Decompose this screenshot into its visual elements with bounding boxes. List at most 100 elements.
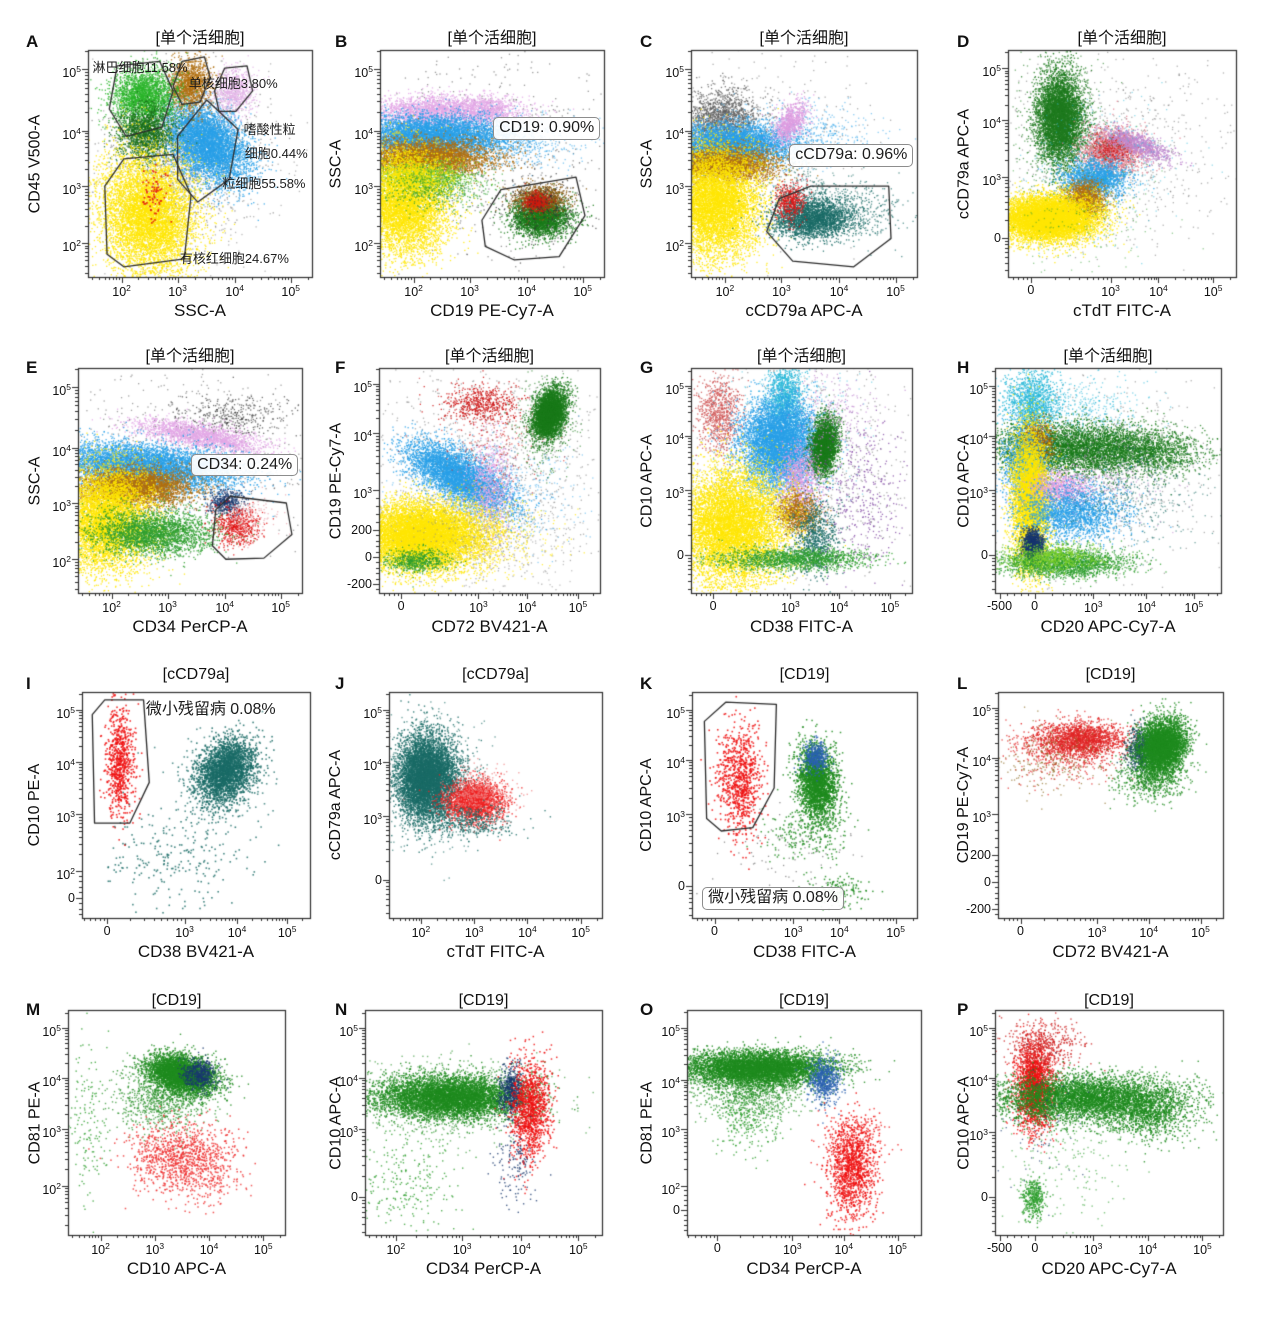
panel-D-letter: D	[957, 32, 970, 51]
panel-A-y-tick-label: 104	[62, 125, 81, 142]
panel-A-y-tick-label: 102	[62, 237, 81, 255]
panel-A-x-tick-label: 103	[168, 283, 187, 300]
panel-P-y-tick-label: 105	[969, 1023, 988, 1040]
panel-A-scatter-canvas	[0, 0, 317, 330]
panel-H-y-tick-label: 105	[969, 381, 988, 398]
panel-L-x-tick-label: 103	[1087, 924, 1107, 941]
panel-C-x-tick-label: 104	[829, 283, 849, 300]
panel-G-x-axis-label: CD38 FITC-A	[750, 617, 853, 636]
panel-I-y-tick-label: 103	[56, 809, 75, 826]
panel-C-x-tick-label: 105	[886, 283, 905, 300]
panel-G-scatter-canvas	[634, 330, 951, 660]
panel-M-x-axis-label: CD10 APC-A	[126, 1259, 227, 1278]
panel-C-x-tick-label: 103	[772, 283, 791, 300]
panel-G: G [单个活细胞] CD10 APC-A CD38 FITC-A 0 103 104 105 1…	[634, 330, 951, 660]
panel-I: I [cCD79a] CD10 PE-A CD38 BV421-A 0 103 104 105…	[0, 660, 317, 990]
panel-K-y-tick-label: 0	[678, 879, 685, 894]
panel-G-y-tick-label: 104	[665, 430, 684, 447]
panel-I-y-tick-label: 0	[68, 890, 75, 905]
panel-F-y-tick-label: 104	[353, 428, 372, 445]
panel-E-y-tick-label: 103	[52, 498, 71, 515]
panel-O-x-tick-label: 105	[888, 1241, 907, 1258]
panel-I-y-tick-label: 104	[56, 757, 75, 774]
panel-F-y-tick-label: 200	[351, 523, 372, 537]
panel-E-letter: E	[26, 358, 38, 377]
panel-N-y-tick-label: 0	[351, 1189, 358, 1204]
panel-I-x-tick-label: 0	[103, 924, 111, 938]
panel-F: F [单个活细胞] CD19 PE-Cy7-A CD72 BV421-A 0 103 104…	[317, 330, 634, 660]
panel-A-letter: A	[26, 32, 39, 51]
panel-K-scatter-canvas	[634, 660, 951, 990]
panel-L-x-tick-label: 105	[1191, 924, 1210, 941]
panel-J-y-tick-label: 0	[375, 872, 382, 887]
panel-D-scatter-canvas	[951, 0, 1268, 330]
panel-H-x-axis-label: CD20 APC-Cy7-A	[1040, 617, 1176, 636]
panel-H-x-tick-label: 0	[1031, 599, 1039, 613]
panel-J-letter: J	[335, 674, 345, 693]
panel-F-y-tick-label: 103	[353, 484, 372, 501]
panel-L-x-tick-label: 0	[1017, 924, 1024, 938]
panel-K-x-tick-label: 105	[886, 924, 905, 941]
panel-I-y-axis-label: CD10 PE-A	[26, 763, 43, 847]
gate-percentage-label: 微小残留病 0.08%	[702, 887, 844, 911]
panel-J-x-tick-label: 102	[411, 924, 431, 941]
panel-H-x-tick-label: -500	[987, 599, 1013, 613]
panel-M-x-tick-label: 103	[145, 1241, 165, 1258]
panel-M-x-tick-label: 102	[91, 1241, 110, 1258]
population-label: 淋巴细胞11.58%	[92, 60, 188, 76]
panel-O-x-tick-label: 0	[713, 1241, 721, 1255]
panel-M-y-tick-label: 105	[42, 1023, 61, 1040]
panel-K-y-tick-label: 103	[666, 809, 685, 826]
panel-F-x-axis-label: CD72 BV421-A	[431, 617, 548, 636]
panel-L: L [CD19] CD19 PE-Cy7-A CD72 BV421-A 0 103 104 1…	[951, 660, 1268, 990]
panel-P-y-tick-label: 103	[969, 1126, 988, 1143]
gate-percentage-label: cCD79a: 0.96%	[789, 144, 914, 167]
panel-M: M [CD19] CD81 PE-A CD10 APC-A 102 103 104 105 10…	[0, 990, 317, 1318]
panel-P-title: [CD19]	[1084, 992, 1134, 1009]
panel-J-x-axis-label: cTdT FITC-A	[446, 942, 545, 961]
panel-O-letter: O	[640, 1000, 654, 1019]
panel-A-x-tick-label: 102	[112, 283, 131, 300]
panel-M-x-tick-label: 104	[199, 1241, 219, 1258]
panel-F-x-tick-label: 105	[568, 599, 588, 616]
panel-D-x-tick-label: 104	[1149, 283, 1168, 300]
panel-F-y-tick-label: 0	[365, 550, 372, 564]
panel-L-y-tick-label: 104	[972, 752, 991, 769]
panel-I-x-tick-label: 103	[175, 924, 194, 941]
panel-D-y-tick-label: 104	[982, 115, 1001, 132]
panel-I-y-tick-label: 105	[56, 705, 75, 722]
panel-J: J [cCD79a] cCD79a APC-A cTdT FITC-A 102 103 10…	[317, 660, 634, 990]
panel-E-scatter-canvas	[0, 330, 317, 660]
panel-D-x-tick-label: 0	[1027, 283, 1035, 297]
panel-O-x-tick-label: 104	[834, 1241, 854, 1258]
panel-N-x-axis-label: CD34 PerCP-A	[425, 1259, 542, 1278]
panel-P-x-tick-label: 103	[1083, 1241, 1103, 1258]
panel-L-letter: L	[957, 674, 968, 693]
panel-F-scatter-canvas	[317, 330, 634, 660]
panel-A-y-tick-label: 105	[62, 64, 81, 81]
panel-F-x-tick-label: 0	[397, 599, 405, 613]
panel-B: B [单个活细胞] SSC-A CD19 PE-Cy7-A 102 103 104 105 10…	[317, 0, 634, 330]
panel-H-x-tick-label: 105	[1184, 599, 1204, 616]
panel-L-y-tick-label: 105	[972, 702, 991, 719]
panel-N: N [CD19] CD10 APC-A CD34 PerCP-A 102 103 104 10…	[317, 990, 634, 1318]
population-label: 微小残留病 0.08%	[145, 700, 276, 718]
panel-N-title: [CD19]	[458, 992, 509, 1009]
population-label: 单核细胞3.80%	[188, 76, 278, 92]
panel-H: H [单个活细胞] CD10 APC-A CD20 APC-Cy7-A -500 0 103…	[951, 330, 1268, 660]
gate-percentage-label: CD34: 0.24%	[191, 453, 299, 477]
panel-C-x-axis-label: cCD79a APC-A	[745, 301, 863, 320]
panel-N-y-tick-label: 104	[339, 1072, 358, 1089]
panel-C-y-tick-label: 104	[665, 125, 684, 142]
panel-H-x-tick-label: 104	[1137, 599, 1156, 616]
panel-J-scatter-canvas	[317, 660, 634, 990]
panel-F-x-tick-label: 103	[469, 599, 488, 616]
panel-B-letter: B	[335, 32, 348, 51]
panel-M-letter: M	[26, 1000, 41, 1019]
panel-P-letter: P	[957, 1000, 969, 1019]
panel-I-letter: I	[26, 674, 31, 693]
population-label: 细胞0.44%	[244, 146, 308, 162]
panel-J-y-tick-label: 103	[363, 811, 382, 828]
panel-D-y-tick-label: 105	[982, 63, 1001, 80]
